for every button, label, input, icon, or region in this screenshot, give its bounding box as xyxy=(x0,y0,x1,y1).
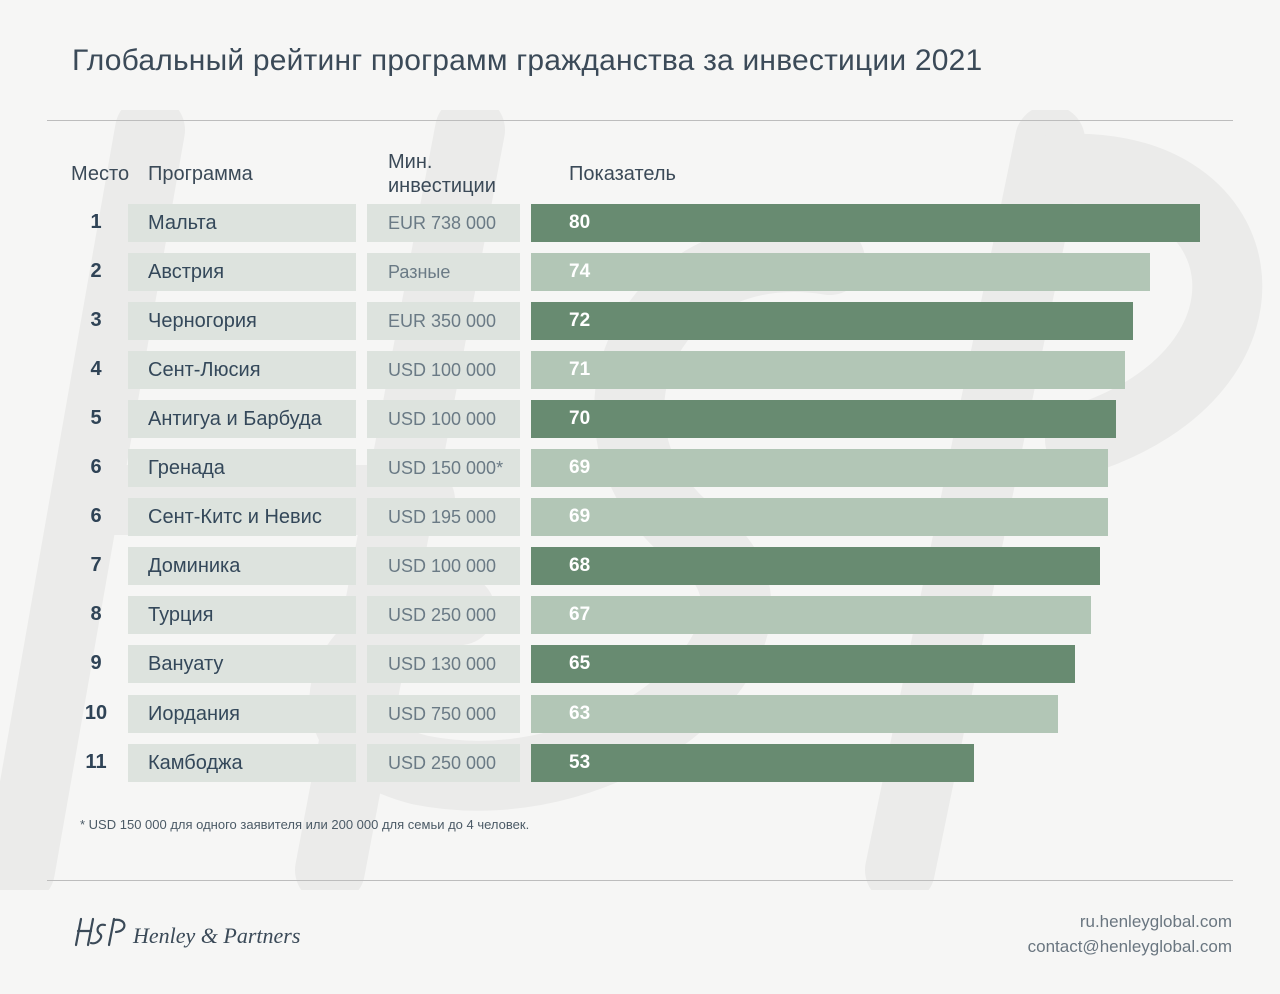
email-link[interactable]: contact@henleyglobal.com xyxy=(1027,937,1232,956)
header-program: Программа xyxy=(148,163,253,185)
row-investment: USD 150 000* xyxy=(367,449,520,487)
website-link[interactable]: ru.henleyglobal.com xyxy=(1079,912,1232,931)
row-investment: USD 100 000 xyxy=(367,547,520,585)
header-investment-line1: Мин. xyxy=(388,151,433,173)
score-bar: 74 xyxy=(531,253,1150,291)
header-investment: Мин. инвестиции xyxy=(388,150,496,198)
score-bar-label: 69 xyxy=(569,506,591,527)
row-program: Турция xyxy=(128,596,356,634)
score-bar: 65 xyxy=(531,645,1075,683)
row-program: Гренада xyxy=(128,449,356,487)
row-program: Сент-Китс и Невис xyxy=(128,498,356,536)
score-bar-label: 63 xyxy=(569,703,591,724)
row-rank: 7 xyxy=(90,554,102,576)
score-bar: 70 xyxy=(531,400,1116,438)
score-bar: 68 xyxy=(531,547,1100,585)
row-rank: 3 xyxy=(90,309,102,331)
row-rank: 8 xyxy=(90,603,102,625)
score-bar-label: 70 xyxy=(569,408,591,429)
row-rank: 9 xyxy=(90,652,102,674)
row-program: Иордания xyxy=(128,695,356,733)
row-program: Мальта xyxy=(128,204,356,242)
score-bar-label: 68 xyxy=(569,555,591,576)
score-bar: 63 xyxy=(531,695,1058,733)
row-rank: 5 xyxy=(90,407,102,429)
row-rank: 2 xyxy=(90,260,102,282)
score-bar-label: 72 xyxy=(569,310,591,331)
score-bar: 72 xyxy=(531,302,1133,340)
score-bar-label: 53 xyxy=(569,752,591,773)
row-investment: USD 195 000 xyxy=(367,498,520,536)
row-investment: EUR 738 000 xyxy=(367,204,520,242)
score-bar: 69 xyxy=(531,498,1108,536)
row-rank: 11 xyxy=(85,751,107,773)
score-bar: 71 xyxy=(531,351,1125,389)
bottom-divider xyxy=(47,880,1233,881)
row-investment: USD 250 000 xyxy=(367,596,520,634)
row-rank: 6 xyxy=(90,456,102,478)
score-bar-label: 80 xyxy=(569,212,591,233)
top-divider xyxy=(47,120,1233,121)
score-bar: 67 xyxy=(531,596,1091,634)
hp-monogram-icon xyxy=(74,917,126,947)
page-title: Глобальный рейтинг программ гражданства … xyxy=(72,44,983,77)
header-investment-line2: инвестиции xyxy=(388,175,496,197)
row-rank: 6 xyxy=(90,505,102,527)
row-program: Австрия xyxy=(128,253,356,291)
score-bar: 80 xyxy=(531,204,1200,242)
row-rank: 10 xyxy=(84,702,108,724)
header-score: Показатель xyxy=(569,163,676,185)
row-rank: 4 xyxy=(90,358,102,380)
footnote: * USD 150 000 для одного заявителя или 2… xyxy=(80,817,530,832)
brand-name: Henley & Partners xyxy=(133,923,301,948)
row-program: Сент-Люсия xyxy=(128,351,356,389)
row-program: Вануату xyxy=(128,645,356,683)
row-investment: USD 100 000 xyxy=(367,400,520,438)
score-bar: 53 xyxy=(531,744,974,782)
row-investment: EUR 350 000 xyxy=(367,302,520,340)
row-rank: 1 xyxy=(90,211,102,233)
row-investment: Разные xyxy=(367,253,520,291)
row-program: Черногория xyxy=(128,302,356,340)
row-investment: USD 130 000 xyxy=(367,645,520,683)
row-investment: USD 750 000 xyxy=(367,695,520,733)
row-program: Антигуа и Барбуда xyxy=(128,400,356,438)
row-investment: USD 250 000 xyxy=(367,744,520,782)
header-place: Место xyxy=(71,163,130,185)
score-bar: 69 xyxy=(531,449,1108,487)
score-bar-label: 71 xyxy=(569,359,591,380)
row-investment: USD 100 000 xyxy=(367,351,520,389)
score-bar-label: 69 xyxy=(569,457,591,478)
row-program: Камбоджа xyxy=(128,744,356,782)
row-program: Доминика xyxy=(128,547,356,585)
score-bar-label: 65 xyxy=(569,653,591,674)
score-bar-label: 74 xyxy=(569,261,591,282)
score-bar-label: 67 xyxy=(569,604,591,625)
